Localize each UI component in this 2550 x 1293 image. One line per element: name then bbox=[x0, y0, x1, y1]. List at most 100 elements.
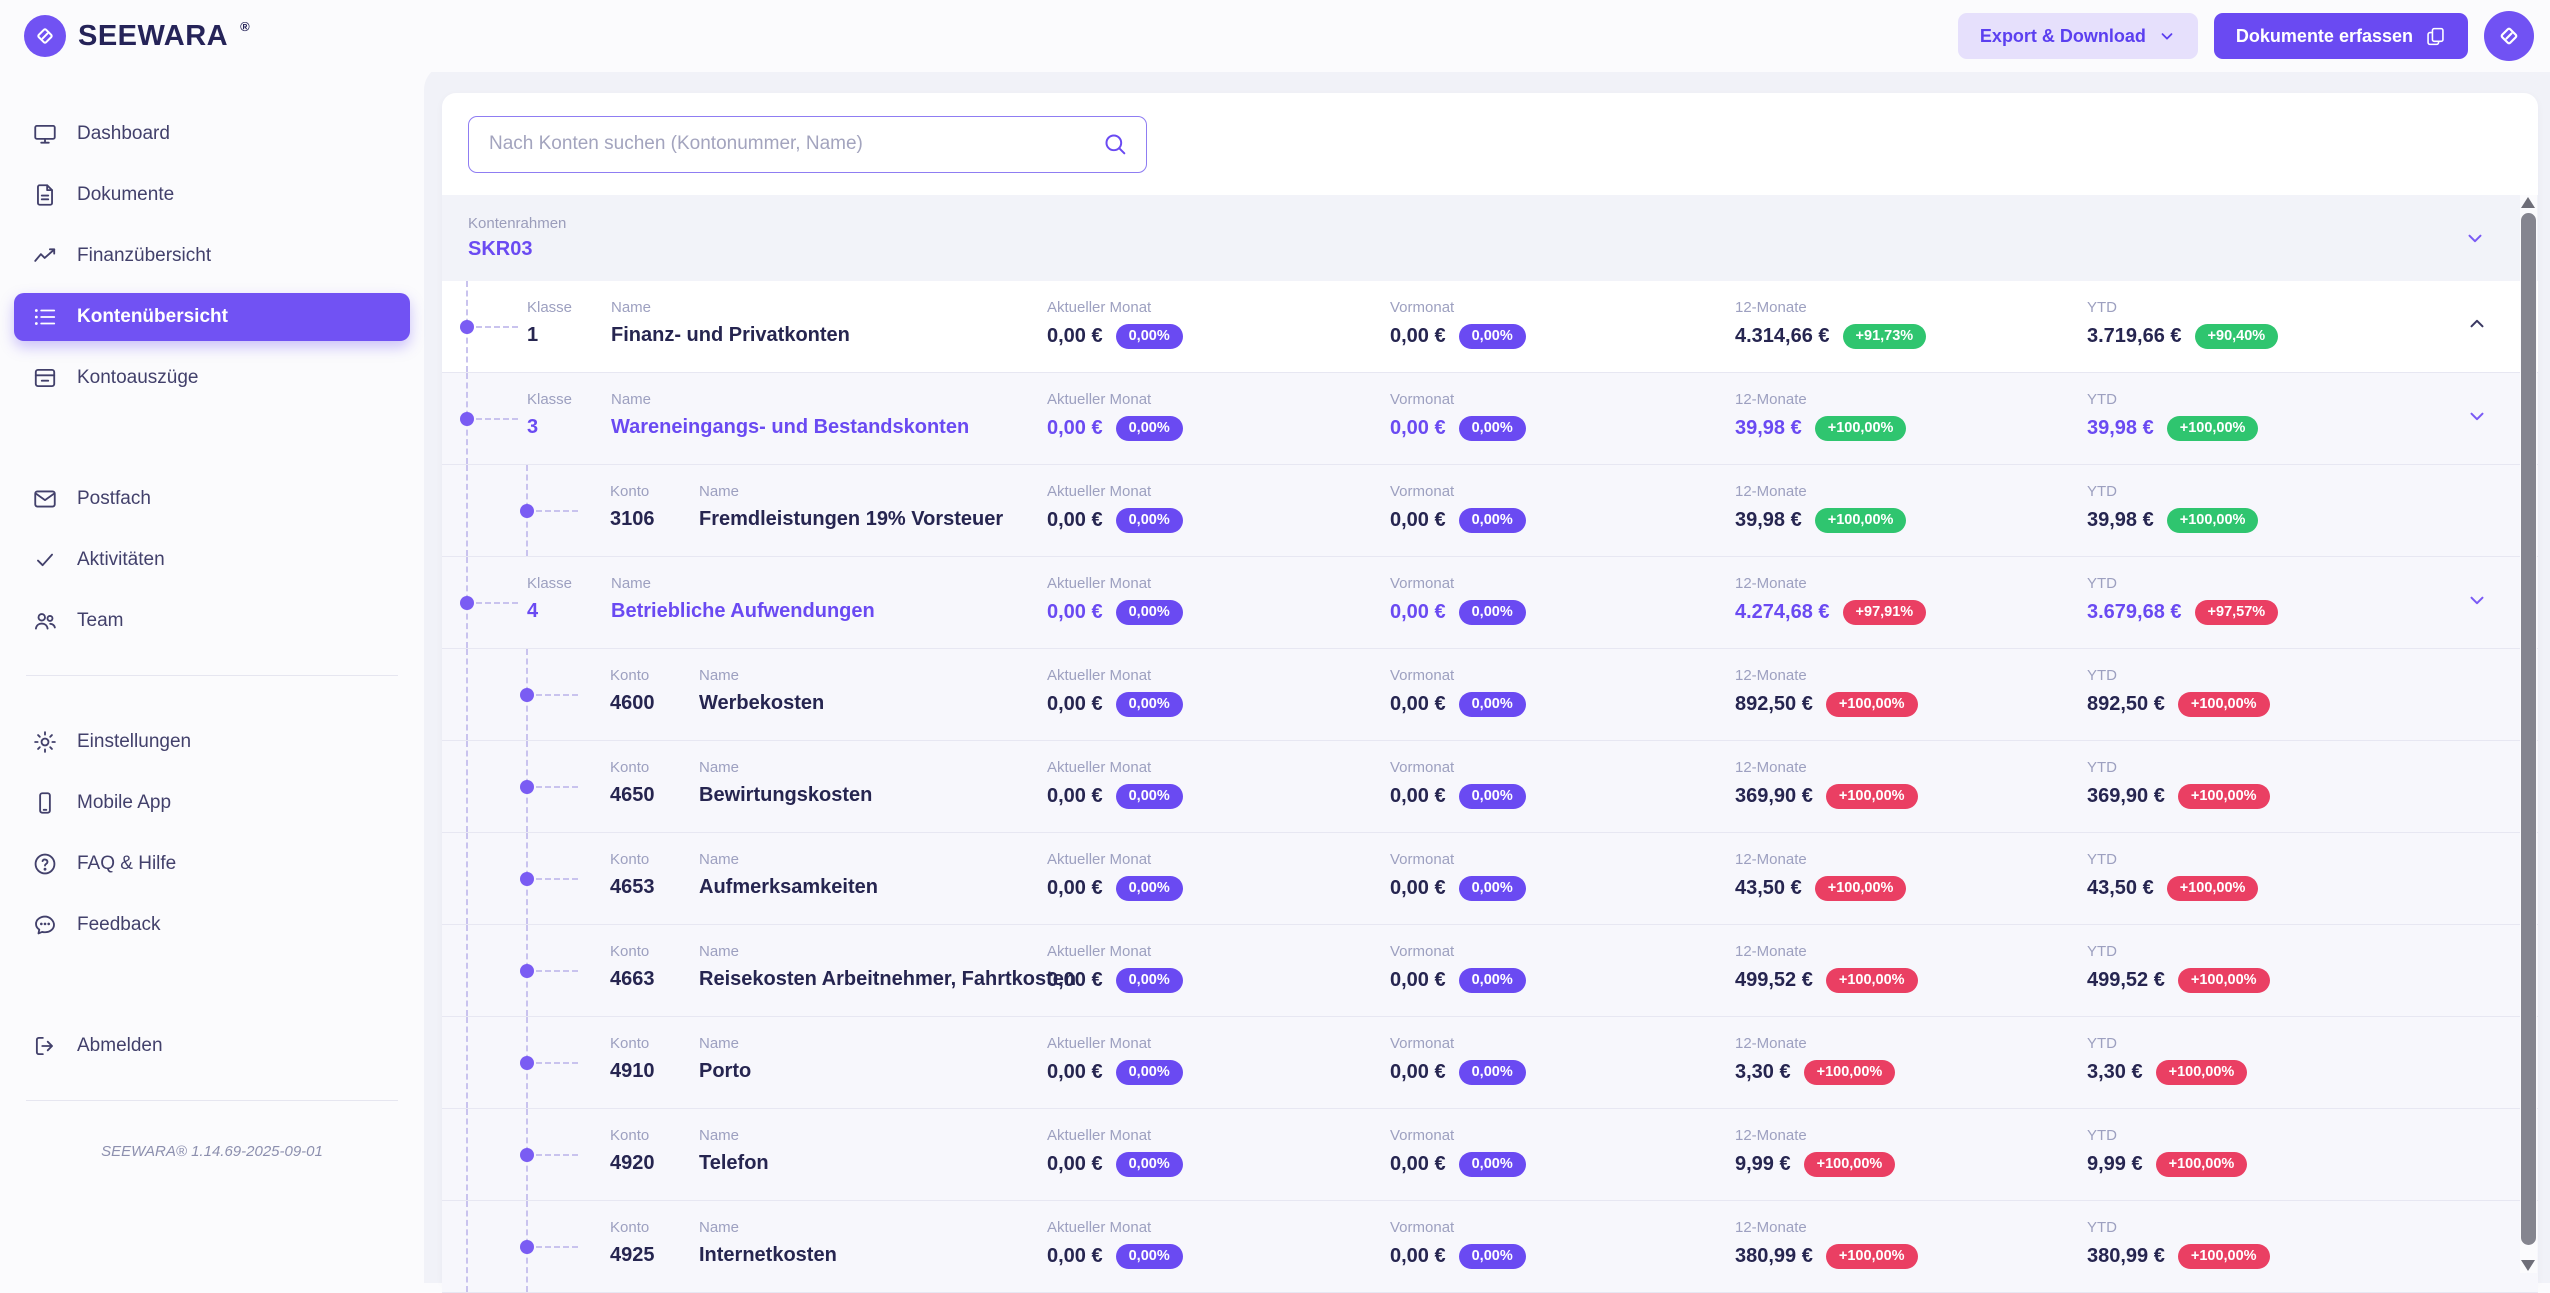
ytd-value: 380,99 € bbox=[2087, 1245, 2165, 1268]
ytd-value: 39,98 € bbox=[2087, 417, 2154, 440]
sidebar-item-mobile-app[interactable]: Mobile App bbox=[14, 779, 410, 827]
sidebar-item-team[interactable]: Team bbox=[14, 597, 410, 645]
scroll-up-arrow[interactable] bbox=[2521, 197, 2535, 208]
chevron-down-icon[interactable] bbox=[2466, 405, 2488, 427]
chat-icon bbox=[32, 912, 58, 938]
capture-documents-label: Dokumente erfassen bbox=[2236, 26, 2413, 47]
monitor-icon bbox=[32, 121, 58, 147]
current-month-value: 0,00 € bbox=[1047, 693, 1103, 716]
tree-node-dot bbox=[520, 688, 534, 702]
current-month-badge: 0,00% bbox=[1116, 1244, 1183, 1269]
twelve-months-value: 380,99 € bbox=[1735, 1245, 1813, 1268]
header-actions: Export & Download Dokumente erfassen bbox=[1958, 11, 2534, 61]
documents-copy-icon bbox=[2425, 26, 2446, 47]
tree-connector bbox=[476, 602, 518, 604]
tree-node-dot bbox=[520, 780, 534, 794]
ytd-badge: +100,00% bbox=[2178, 1244, 2270, 1269]
ytd-value: 9,99 € bbox=[2087, 1153, 2143, 1176]
twelve-months-badge: +100,00% bbox=[1826, 692, 1918, 717]
current-month-badge: 0,00% bbox=[1116, 876, 1183, 901]
sidebar-item-label: Finanzübersicht bbox=[77, 245, 211, 267]
scrollbar-thumb[interactable] bbox=[2521, 213, 2536, 1245]
current-month-value: 0,00 € bbox=[1047, 1153, 1103, 1176]
chevron-down-icon[interactable] bbox=[2464, 227, 2486, 249]
sidebar-item-finanzübersicht[interactable]: Finanzübersicht bbox=[14, 232, 410, 280]
previous-month-badge: 0,00% bbox=[1459, 600, 1526, 625]
sidebar-item-aktivitäten[interactable]: Aktivitäten bbox=[14, 536, 410, 584]
gear-icon bbox=[32, 729, 58, 755]
previous-month-value: 0,00 € bbox=[1390, 969, 1446, 992]
export-download-button[interactable]: Export & Download bbox=[1958, 13, 2198, 59]
search-icon[interactable] bbox=[1101, 130, 1129, 158]
sidebar-item-kontenübersicht[interactable]: Kontenübersicht bbox=[14, 293, 410, 341]
ytd-badge: +100,00% bbox=[2178, 968, 2270, 993]
tree-node-dot bbox=[520, 964, 534, 978]
sidebar-item-faq-hilfe[interactable]: FAQ & Hilfe bbox=[14, 840, 410, 888]
sidebar-item-dokumente[interactable]: Dokumente bbox=[14, 171, 410, 219]
row-number: 3 bbox=[527, 416, 572, 439]
search-section bbox=[442, 93, 2538, 195]
previous-month-value: 0,00 € bbox=[1390, 417, 1446, 440]
vertical-scrollbar[interactable] bbox=[2520, 195, 2537, 1273]
tree-connector bbox=[536, 878, 578, 880]
sidebar-item-postfach[interactable]: Postfach bbox=[14, 475, 410, 523]
twelve-months-value: 4.274,68 € bbox=[1735, 601, 1830, 624]
previous-month-value: 0,00 € bbox=[1390, 785, 1446, 808]
brand-logo[interactable]: SEEWARA ® bbox=[24, 15, 250, 57]
sidebar-logout-nav: Abmelden bbox=[0, 1022, 424, 1070]
scroll-down-arrow[interactable] bbox=[2521, 1260, 2535, 1271]
twelve-months-badge: +100,00% bbox=[1826, 1244, 1918, 1269]
previous-month-badge: 0,00% bbox=[1459, 876, 1526, 901]
brand-logo-icon bbox=[24, 15, 66, 57]
accounts-search-box bbox=[468, 116, 1147, 173]
row-number: 1 bbox=[527, 324, 572, 347]
previous-month-badge: 0,00% bbox=[1459, 1060, 1526, 1085]
twelve-months-badge: +100,00% bbox=[1815, 876, 1907, 901]
sidebar-item-einstellungen[interactable]: Einstellungen bbox=[14, 718, 410, 766]
previous-month-badge: 0,00% bbox=[1459, 416, 1526, 441]
phone-icon bbox=[32, 790, 58, 816]
row-name: Wareneingangs- und Bestandskonten bbox=[611, 416, 969, 439]
twelve-months-value: 369,90 € bbox=[1735, 785, 1813, 808]
sidebar-item-abmelden[interactable]: Abmelden bbox=[14, 1022, 410, 1070]
sidebar-item-feedback[interactable]: Feedback bbox=[14, 901, 410, 949]
chevron-up-icon[interactable] bbox=[2466, 313, 2488, 335]
sidebar-item-label: Mobile App bbox=[77, 792, 171, 814]
current-month-value: 0,00 € bbox=[1047, 509, 1103, 532]
previous-month-badge: 0,00% bbox=[1459, 508, 1526, 533]
sidebar-item-label: Kontoauszüge bbox=[77, 367, 199, 389]
search-input[interactable] bbox=[468, 116, 1147, 173]
twelve-months-value: 43,50 € bbox=[1735, 877, 1802, 900]
chevron-down-icon[interactable] bbox=[2466, 589, 2488, 611]
row-name: Internetkosten bbox=[699, 1244, 837, 1267]
tree-node-dot bbox=[520, 1056, 534, 1070]
kontenrahmen-section[interactable]: Kontenrahmen SKR03 bbox=[442, 195, 2538, 281]
twelve-months-value: 9,99 € bbox=[1735, 1153, 1791, 1176]
current-month-badge: 0,00% bbox=[1116, 1152, 1183, 1177]
sidebar-item-kontoauszüge[interactable]: Kontoauszüge bbox=[14, 354, 410, 402]
previous-month-value: 0,00 € bbox=[1390, 601, 1446, 624]
current-month-value: 0,00 € bbox=[1047, 1245, 1103, 1268]
sidebar-item-label: FAQ & Hilfe bbox=[77, 853, 176, 875]
user-avatar[interactable] bbox=[2484, 11, 2534, 61]
ytd-badge: +97,57% bbox=[2195, 600, 2279, 625]
kontenrahmen-label: Kontenrahmen bbox=[468, 215, 566, 232]
sidebar-item-label: Postfach bbox=[77, 488, 151, 510]
ytd-badge: +100,00% bbox=[2167, 416, 2259, 441]
current-month-badge: 0,00% bbox=[1116, 1060, 1183, 1085]
current-month-badge: 0,00% bbox=[1116, 600, 1183, 625]
sidebar-item-dashboard[interactable]: Dashboard bbox=[14, 110, 410, 158]
tree-connector bbox=[536, 1246, 578, 1248]
capture-documents-button[interactable]: Dokumente erfassen bbox=[2214, 13, 2468, 59]
